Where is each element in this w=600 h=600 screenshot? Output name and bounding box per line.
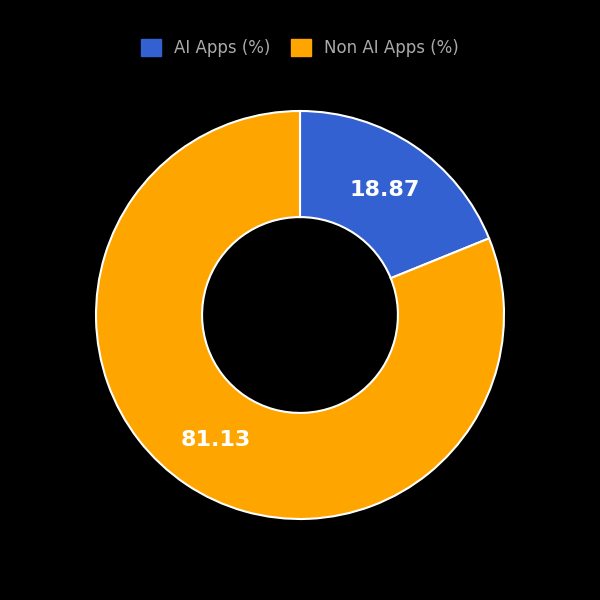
Wedge shape (96, 111, 504, 519)
Text: 81.13: 81.13 (181, 430, 251, 450)
Wedge shape (300, 111, 489, 278)
Text: 18.87: 18.87 (349, 180, 419, 200)
Legend: AI Apps (%), Non AI Apps (%): AI Apps (%), Non AI Apps (%) (134, 32, 466, 64)
